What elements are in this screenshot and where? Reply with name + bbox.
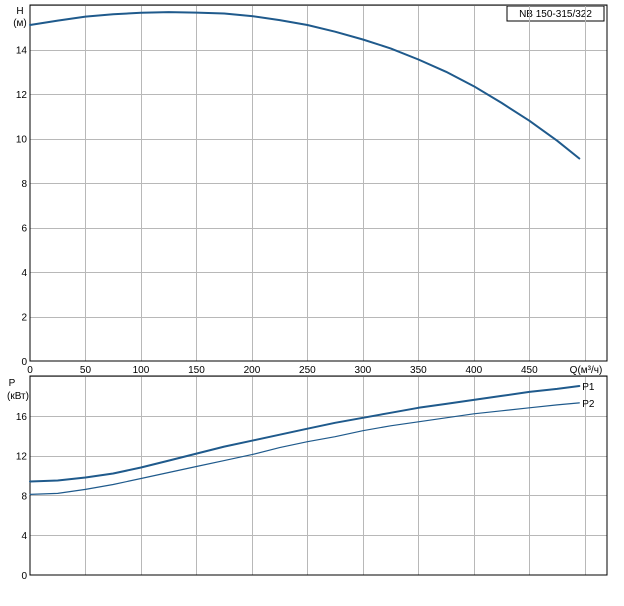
power-series-line-p1 bbox=[29, 385, 581, 483]
head-grid bbox=[30, 5, 607, 361]
head-axis-label: H bbox=[16, 6, 23, 17]
power-plot-frame bbox=[29, 375, 608, 576]
power-panel: 0 4 8 12 16 P (кВт) P1 P2 bbox=[7, 375, 608, 582]
head-y-tick-label: 0 bbox=[21, 357, 27, 368]
x-tick-label: 300 bbox=[355, 365, 372, 376]
head-y-tick-label: 8 bbox=[21, 179, 27, 190]
head-axis-unit: (м) bbox=[13, 18, 27, 29]
power-y-tick-label: 16 bbox=[16, 412, 28, 423]
power-grid bbox=[30, 376, 607, 575]
power-y-tick-label: 8 bbox=[21, 491, 27, 502]
power-axis-label: P bbox=[9, 378, 16, 389]
head-y-tick-label: 4 bbox=[21, 268, 27, 279]
x-tick-label: 50 bbox=[80, 365, 92, 376]
head-y-ticks: 0 2 4 6 8 10 12 14 bbox=[16, 46, 28, 369]
power-y-tick-label: 12 bbox=[16, 452, 28, 463]
x-tick-label: 400 bbox=[466, 365, 483, 376]
head-y-tick-label: 2 bbox=[21, 313, 27, 324]
head-y-tick-label: 14 bbox=[16, 46, 28, 57]
x-tick-label: 150 bbox=[188, 365, 205, 376]
head-y-tick-label: 6 bbox=[21, 224, 27, 235]
x-tick-label: 200 bbox=[244, 365, 261, 376]
power-y-tick-label: 0 bbox=[21, 571, 27, 582]
chart-title: NB 150-315/322 bbox=[519, 9, 592, 20]
head-x-ticks: 0 50 100 150 200 250 300 350 400 450 bbox=[27, 365, 538, 376]
x-tick-label: 350 bbox=[410, 365, 427, 376]
flow-axis-label: Q(м³/ч) bbox=[570, 365, 603, 376]
power-y-ticks: 0 4 8 12 16 bbox=[16, 412, 28, 582]
power-y-tick-label: 4 bbox=[21, 531, 27, 542]
head-y-tick-label: 12 bbox=[16, 90, 28, 101]
x-tick-label: 450 bbox=[521, 365, 538, 376]
head-plot-frame bbox=[29, 4, 608, 362]
series-label-p2: P2 bbox=[582, 399, 595, 410]
power-series: P1 P2 bbox=[29, 382, 595, 495]
head-series bbox=[29, 11, 581, 160]
series-label-p1: P1 bbox=[582, 382, 595, 393]
head-series-line bbox=[29, 11, 581, 160]
power-series-line-p2 bbox=[29, 402, 580, 495]
x-tick-label: 100 bbox=[133, 365, 150, 376]
power-axis-unit: (кВт) bbox=[7, 391, 29, 402]
x-tick-label: 0 bbox=[27, 365, 33, 376]
x-tick-label: 250 bbox=[299, 365, 316, 376]
head-y-tick-label: 10 bbox=[16, 135, 28, 146]
